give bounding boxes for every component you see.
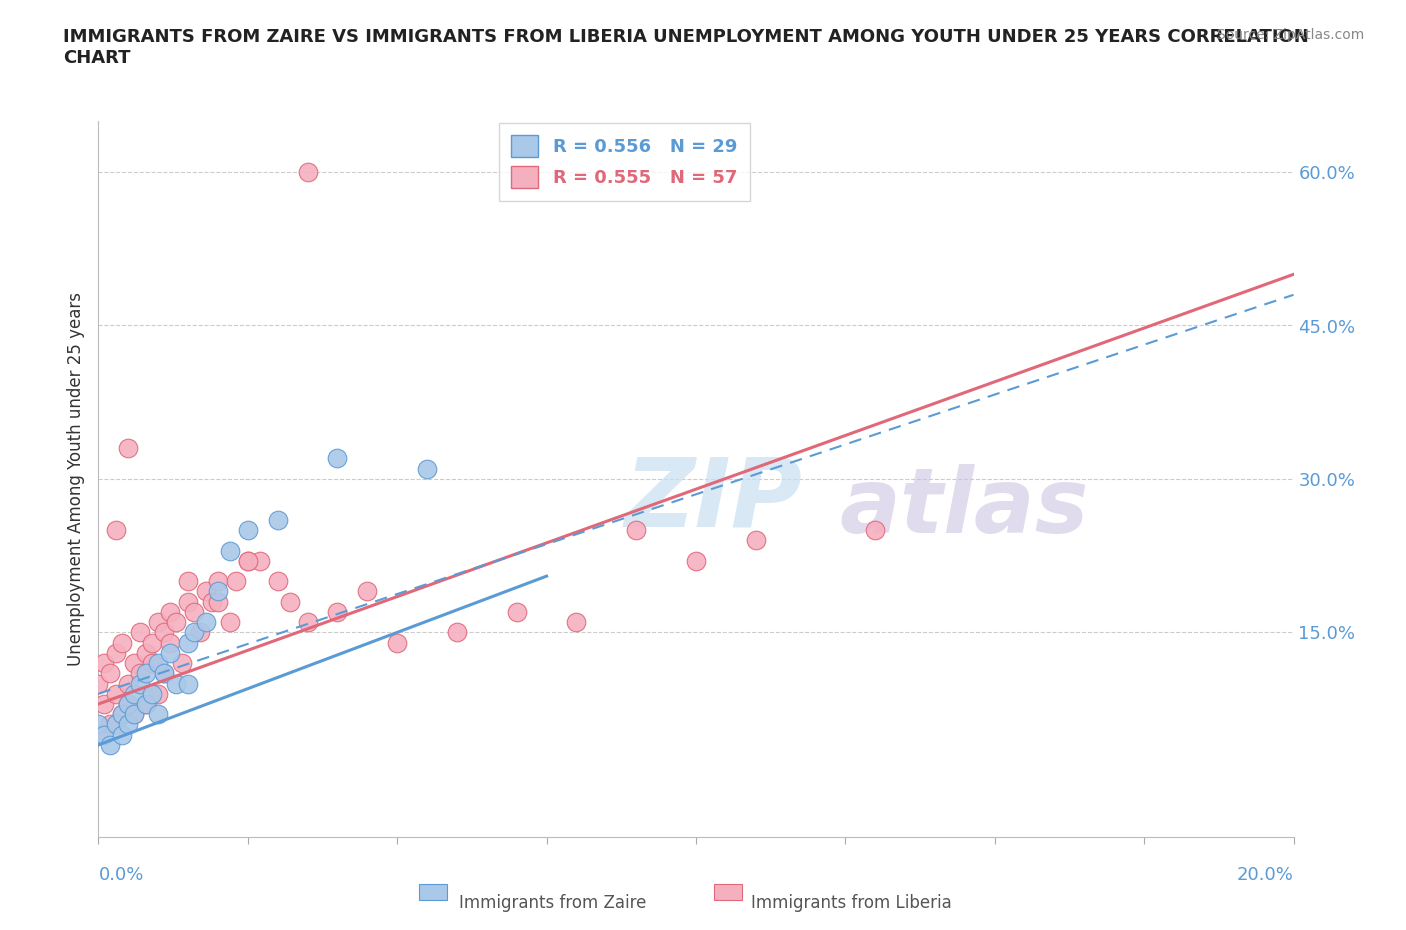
Point (124, 686, 146, 701)
Point (124, 656, 146, 671)
Point (236, 523, 259, 538)
Point (249, 553, 271, 568)
Point (159, 635, 181, 650)
Point (207, 584, 229, 599)
Point (93, 697, 115, 711)
Point (177, 594, 200, 609)
Point (153, 625, 176, 640)
Point (129, 676, 152, 691)
Point (135, 666, 157, 681)
Point (506, 604, 529, 619)
Point (188, 625, 211, 640)
Point (148, 707, 170, 722)
Point (153, 666, 176, 681)
Point (177, 676, 200, 691)
Point (141, 686, 163, 701)
Point (117, 697, 139, 711)
Point (105, 686, 128, 701)
Legend: R = 0.556   N = 29, R = 0.555   N = 57: R = 0.556 N = 29, R = 0.555 N = 57 (499, 123, 749, 201)
Text: ZIP: ZIP (624, 454, 803, 547)
Point (135, 645, 157, 660)
Point (87, 676, 110, 691)
Point (135, 697, 157, 711)
Point (177, 574, 200, 589)
Point (165, 676, 187, 691)
Point (159, 645, 181, 660)
Point (446, 625, 468, 640)
Point (124, 707, 146, 722)
Text: atlas: atlas (839, 463, 1088, 551)
Point (117, 441, 139, 456)
Point (98, 717, 122, 732)
Point (278, 594, 301, 609)
Point (326, 451, 349, 466)
Point (745, 533, 768, 548)
Point (111, 707, 134, 722)
Point (141, 656, 163, 671)
Point (105, 645, 128, 660)
Point (225, 574, 247, 589)
Point (87, 717, 110, 732)
Point (267, 512, 290, 527)
Point (236, 553, 259, 568)
Text: Immigrants from Zaire: Immigrants from Zaire (458, 895, 647, 912)
Point (201, 594, 224, 609)
Point (385, 635, 409, 650)
Point (297, 165, 319, 179)
Point (148, 686, 170, 701)
Point (195, 615, 218, 630)
Point (865, 523, 887, 538)
Point (207, 574, 229, 589)
Point (159, 604, 181, 619)
Point (326, 604, 349, 619)
Point (219, 543, 242, 558)
Point (183, 604, 205, 619)
Point (172, 656, 194, 671)
Point (165, 615, 187, 630)
Point (105, 717, 128, 732)
Text: Immigrants from Liberia: Immigrants from Liberia (751, 895, 952, 912)
Point (153, 666, 176, 681)
Point (685, 553, 707, 568)
Text: IMMIGRANTS FROM ZAIRE VS IMMIGRANTS FROM LIBERIA UNEMPLOYMENT AMONG YOUTH UNDER : IMMIGRANTS FROM ZAIRE VS IMMIGRANTS FROM… (63, 28, 1309, 67)
Point (416, 461, 439, 476)
Text: 20.0%: 20.0% (1237, 866, 1294, 884)
Point (148, 656, 170, 671)
Point (267, 574, 290, 589)
Point (93, 727, 115, 742)
Point (87, 727, 110, 742)
Text: Source: ZipAtlas.com: Source: ZipAtlas.com (1216, 28, 1364, 42)
Point (111, 727, 134, 742)
Point (98, 737, 122, 752)
Point (129, 666, 152, 681)
Point (219, 615, 242, 630)
Point (117, 676, 139, 691)
Point (98, 666, 122, 681)
Point (207, 594, 229, 609)
Y-axis label: Unemployment Among Youth under 25 years: Unemployment Among Youth under 25 years (66, 292, 84, 666)
Point (195, 584, 218, 599)
Point (111, 635, 134, 650)
Text: 0.0%: 0.0% (98, 866, 143, 884)
Point (356, 584, 378, 599)
Point (177, 635, 200, 650)
Point (117, 697, 139, 711)
Point (626, 523, 648, 538)
Point (183, 625, 205, 640)
Point (297, 615, 319, 630)
Point (565, 615, 588, 630)
Point (148, 615, 170, 630)
Point (111, 707, 134, 722)
Point (93, 656, 115, 671)
Point (141, 635, 163, 650)
Point (129, 625, 152, 640)
Point (236, 553, 259, 568)
Point (117, 717, 139, 732)
Point (124, 707, 146, 722)
Point (135, 697, 157, 711)
Point (105, 523, 128, 538)
